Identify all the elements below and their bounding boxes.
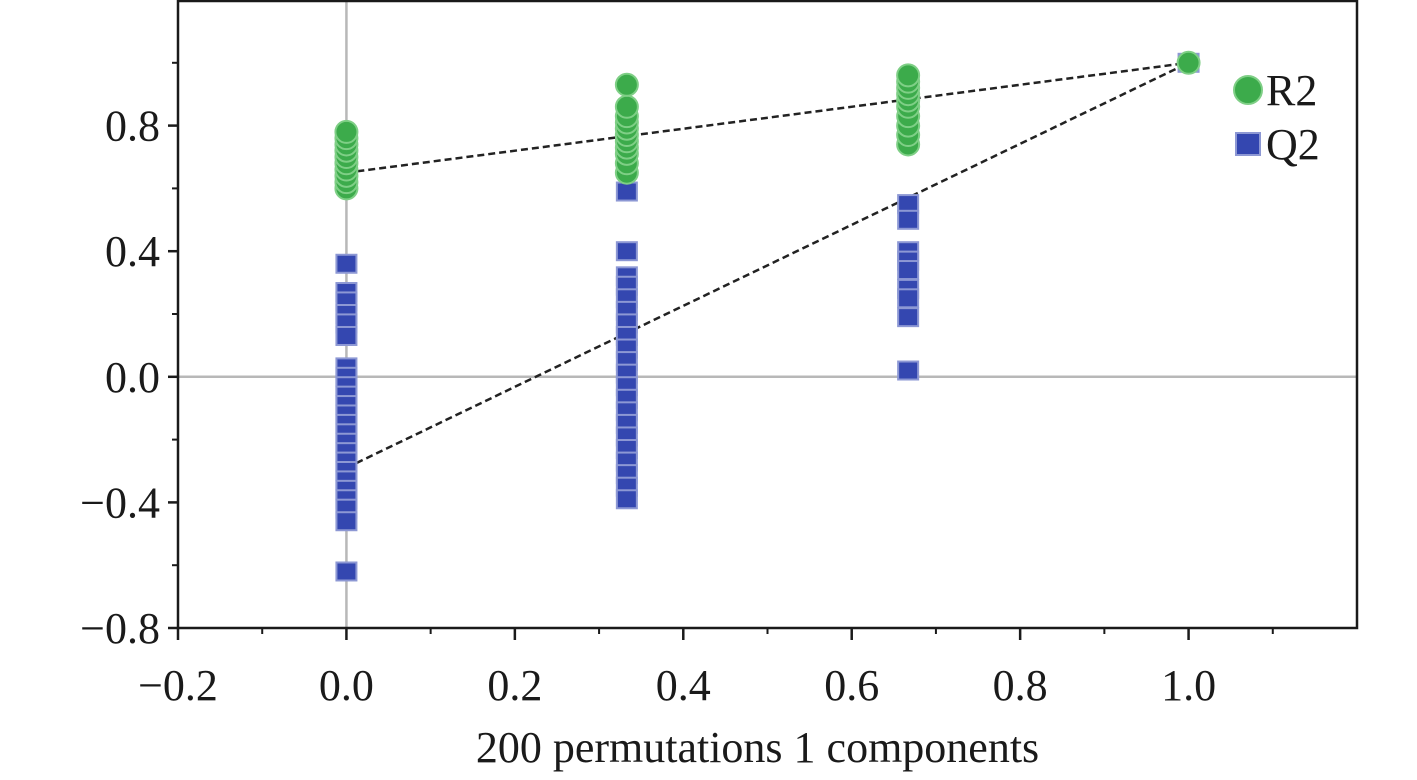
legend-label-r2: R2 [1266, 66, 1317, 115]
data-point-q2 [897, 360, 920, 381]
x-tick-label: 0.2 [487, 661, 542, 710]
data-point-r2 [334, 119, 359, 144]
data-point-q2 [897, 209, 920, 230]
data-point-q2 [335, 253, 358, 274]
x-axis: −0.2 0.0 0.2 0.4 0.6 0.8 1.0 [138, 628, 1274, 710]
regression-lines [345, 61, 1190, 469]
data-point-q2 [615, 489, 638, 510]
data-point-q2 [897, 307, 920, 328]
y-axis: −0.8 −0.4 0.0 0.4 0.8 [80, 61, 178, 653]
x-axis-title: 200 permutations 1 components [476, 723, 1039, 772]
x-tick-label: −0.2 [138, 661, 218, 710]
y-tick-label: 0.8 [105, 102, 160, 151]
x-tick-label: 0.4 [656, 661, 711, 710]
x-tick-label: 0.8 [993, 661, 1048, 710]
data-point-r2 [614, 72, 639, 97]
legend-label-q2: Q2 [1266, 120, 1320, 169]
data-point-q2 [335, 511, 358, 532]
legend-marker-q2 [1235, 132, 1261, 156]
data-point-q2 [897, 260, 920, 281]
data-point-r2 [896, 63, 921, 88]
data-point-r2 [1176, 50, 1201, 75]
legend-marker-r2 [1233, 75, 1263, 105]
regression-line-q2 [345, 61, 1190, 469]
data-point-r2 [614, 94, 639, 119]
data-point-q2 [615, 181, 638, 202]
x-tick-label: 0.6 [824, 661, 879, 710]
y-tick-label: 0.0 [105, 353, 160, 402]
data-point-q2 [615, 241, 638, 262]
data-points [334, 50, 1201, 582]
data-point-q2 [335, 325, 358, 346]
y-tick-label: −0.4 [80, 478, 160, 527]
data-point-q2 [335, 561, 358, 582]
x-tick-label: 1.0 [1161, 661, 1216, 710]
y-tick-label: −0.8 [80, 604, 160, 653]
regression-line-r2 [346, 61, 1189, 174]
x-tick-label: 0.0 [319, 661, 374, 710]
y-tick-label: 0.4 [105, 227, 160, 276]
data-point-q2 [897, 288, 920, 309]
